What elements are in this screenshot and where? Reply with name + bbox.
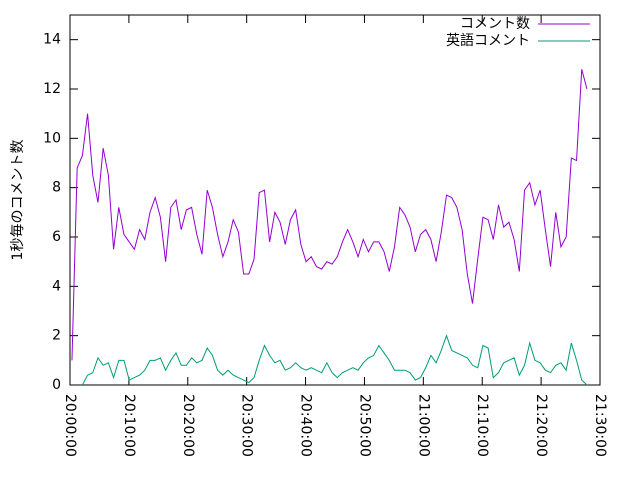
plot-frame [69, 14, 601, 386]
x-tick-label: 21:10:00 [474, 394, 490, 457]
x-tick-label: 20:10:00 [121, 394, 137, 457]
y-tick-label: 6 [52, 229, 61, 245]
y-tick-label: 0 [52, 377, 61, 393]
y-tick-label: 10 [43, 130, 61, 146]
legend-label: コメント数 [460, 16, 530, 32]
x-tick-label: 20:00:00 [62, 394, 78, 457]
x-tick-label: 21:30:00 [592, 394, 608, 457]
x-tick-label: 21:00:00 [415, 394, 431, 457]
x-tick-label: 20:20:00 [180, 394, 196, 457]
series-line [71, 69, 588, 361]
y-tick-label: 14 [43, 32, 61, 48]
x-tick-label: 20:30:00 [239, 394, 255, 457]
y-tick-label: 2 [52, 328, 61, 344]
legend-label: 英語コメント [446, 32, 530, 49]
y-tick-label: 4 [52, 278, 61, 294]
x-tick-label: 20:50:00 [356, 394, 372, 457]
y-tick-label: 12 [43, 81, 61, 97]
series-line [81, 334, 588, 386]
x-tick-label: 21:20:00 [533, 394, 549, 457]
y-axis-label: 1秒毎のコメント数 [10, 140, 26, 261]
x-tick-label: 20:40:00 [298, 394, 314, 457]
y-tick-label: 8 [52, 180, 61, 196]
